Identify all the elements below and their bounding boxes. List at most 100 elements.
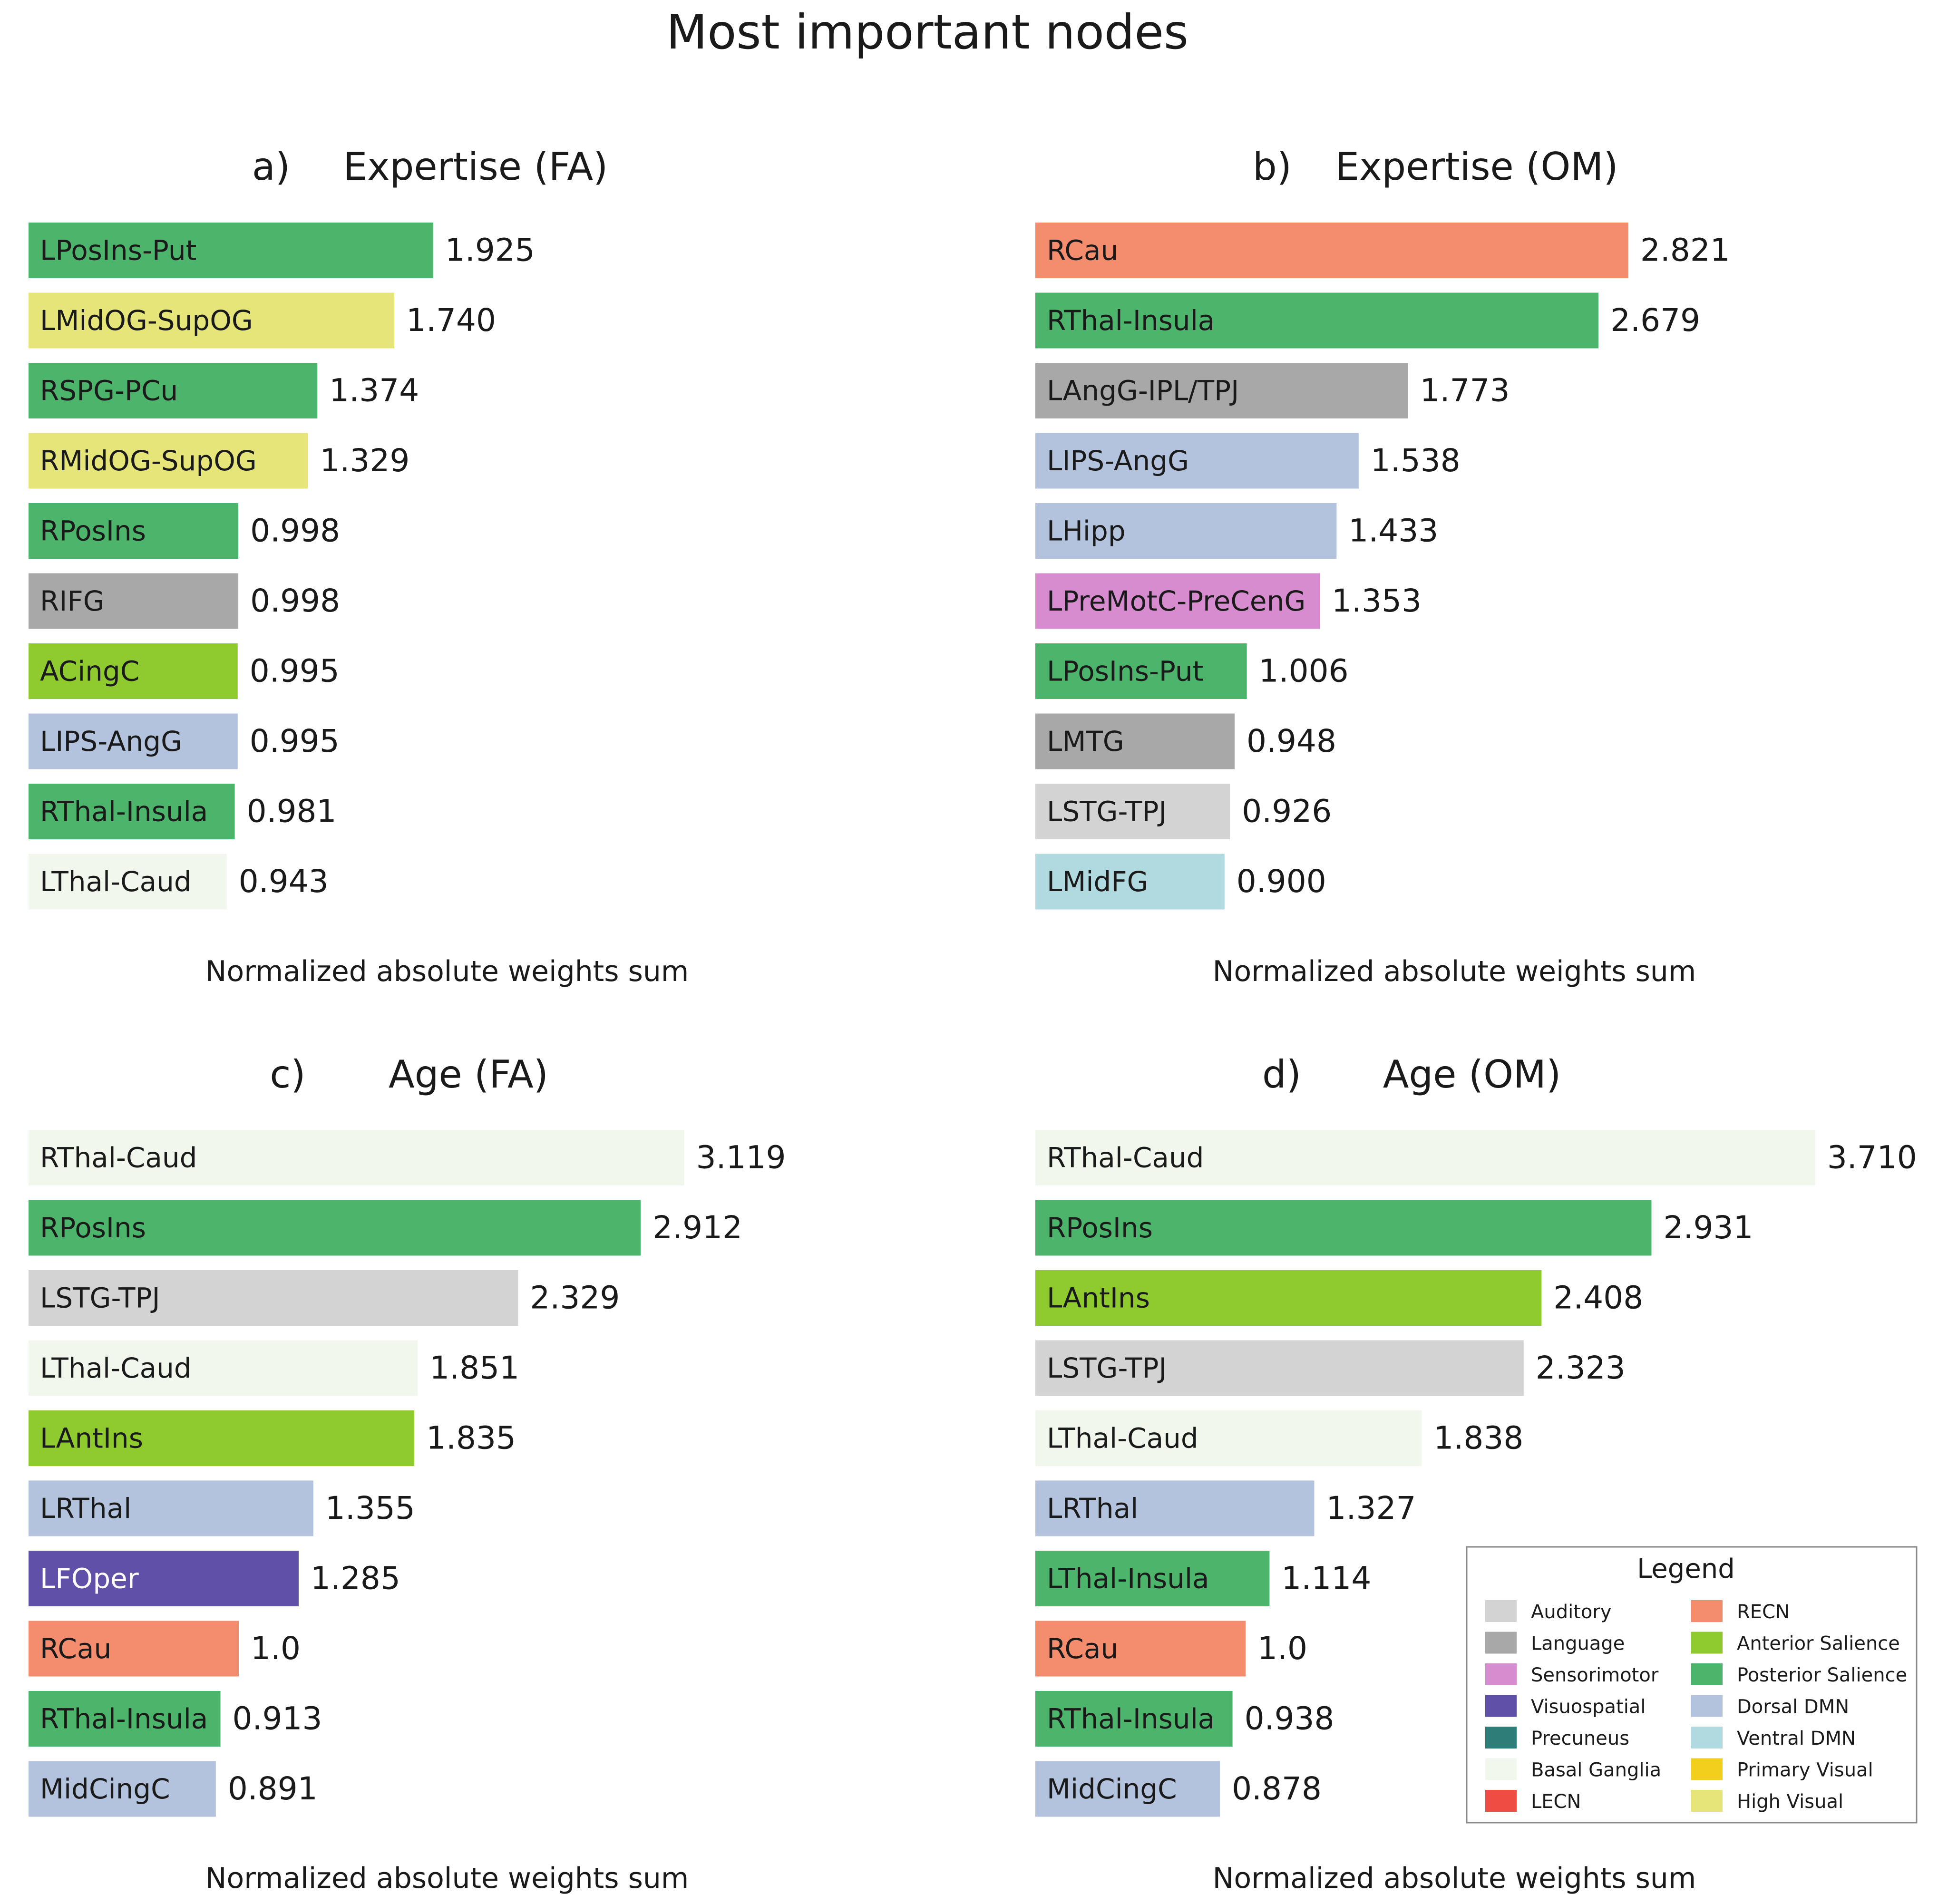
- bar: [1035, 1410, 1422, 1466]
- bar-value-label: 1.353: [1332, 583, 1422, 619]
- x-axis-label: Normalized absolute weights sum: [205, 1862, 689, 1895]
- legend-entry: Sensorimotor: [1485, 1663, 1659, 1686]
- bar-value-label: 1.851: [429, 1350, 519, 1386]
- bar-value-label: 1.0: [251, 1630, 301, 1667]
- bar-value-label: 0.995: [250, 723, 340, 759]
- bar: [29, 433, 308, 489]
- bar: [29, 1130, 684, 1185]
- bar-value-label: 0.943: [239, 863, 329, 900]
- panel-letter: b): [1253, 145, 1292, 189]
- bar: [29, 292, 395, 349]
- x-axis-label: Normalized absolute weights sum: [1213, 955, 1696, 988]
- bar: [1035, 784, 1230, 839]
- legend-entry: High Visual: [1691, 1790, 1843, 1813]
- figure-title: Most important nodes: [666, 4, 1188, 60]
- bar: [1035, 433, 1359, 489]
- x-axis-label: Normalized absolute weights sum: [1213, 1862, 1696, 1895]
- bar: [29, 573, 239, 629]
- bar: [29, 223, 433, 278]
- legend-swatch: [1691, 1695, 1723, 1717]
- bar-value-label: 0.913: [233, 1700, 322, 1737]
- bar-category-label: RThal-Insula: [1047, 304, 1215, 337]
- bar: [1035, 713, 1235, 769]
- bar-category-label: RThal-Insula: [40, 796, 208, 828]
- bar-category-label: LSTG-TPJ: [40, 1282, 160, 1314]
- bar-category-label: LThal-Caud: [1047, 1422, 1198, 1455]
- legend-swatch: [1485, 1727, 1517, 1749]
- bar-category-label: RThal-Caud: [40, 1142, 197, 1174]
- bar-category-label: LThal-Caud: [40, 1352, 192, 1384]
- legend-title: Legend: [1637, 1554, 1735, 1584]
- bar-category-label: LIPS-AngG: [1047, 445, 1189, 477]
- bar: [1035, 503, 1337, 559]
- bar: [29, 363, 318, 418]
- bar-value-label: 2.931: [1664, 1209, 1753, 1246]
- bar-category-label: LPreMotC-PreCenG: [1047, 585, 1305, 617]
- bar: [1035, 1691, 1233, 1747]
- bar: [29, 784, 235, 839]
- legend-swatch: [1691, 1632, 1723, 1654]
- legend-entry: Basal Ganglia: [1485, 1758, 1661, 1781]
- bar-category-label: LAntIns: [1047, 1282, 1150, 1314]
- bar-category-label: RThal-Insula: [1047, 1703, 1215, 1735]
- bar: [29, 1691, 221, 1747]
- bar: [1035, 1480, 1315, 1536]
- bar-category-label: RThal-Insula: [40, 1703, 208, 1735]
- bar-value-label: 0.948: [1247, 723, 1336, 759]
- bar-value-label: 0.891: [228, 1770, 318, 1807]
- bar-value-label: 1.114: [1281, 1560, 1371, 1597]
- bar-category-label: LPosIns-Put: [1047, 655, 1203, 688]
- bar-value-label: 2.408: [1553, 1280, 1643, 1316]
- legend-label: Auditory: [1531, 1601, 1612, 1623]
- legend-swatch: [1485, 1632, 1517, 1654]
- legend-label: Primary Visual: [1737, 1759, 1873, 1781]
- bar-value-label: 3.119: [696, 1139, 786, 1176]
- bar: [1035, 573, 1320, 629]
- bar-category-label: LMidFG: [1047, 865, 1149, 898]
- bar-value-label: 1.740: [406, 302, 496, 339]
- legend-label: High Visual: [1737, 1791, 1843, 1813]
- legend-label: LECN: [1531, 1791, 1581, 1813]
- bar: [1035, 1270, 1542, 1326]
- bar-category-label: RPosIns: [40, 1212, 146, 1244]
- legend-swatch: [1691, 1600, 1723, 1622]
- bar-category-label: LThal-Caud: [40, 865, 192, 898]
- legend-label: Visuospatial: [1531, 1696, 1646, 1718]
- bar: [29, 1551, 299, 1606]
- bar-value-label: 1.538: [1371, 442, 1461, 479]
- bar: [29, 713, 238, 769]
- bar-category-label: LRThal: [1047, 1492, 1138, 1525]
- bar-category-label: RIFG: [40, 585, 105, 617]
- bar-value-label: 2.329: [530, 1280, 620, 1316]
- legend-label: Precuneus: [1531, 1728, 1629, 1749]
- bar-value-label: 2.323: [1536, 1350, 1626, 1386]
- bar: [29, 503, 239, 559]
- legend-entry: LECN: [1485, 1790, 1581, 1813]
- legend-entry: Precuneus: [1485, 1727, 1629, 1749]
- bar-category-label: LMidOG-SupOG: [40, 304, 253, 337]
- bar-category-label: RMidOG-SupOG: [40, 445, 257, 477]
- bar: [29, 1200, 641, 1256]
- legend-label: Ventral DMN: [1737, 1728, 1856, 1749]
- bar: [1035, 643, 1247, 699]
- bar-category-label: LThal-Insula: [1047, 1563, 1209, 1595]
- bar-category-label: RCau: [1047, 1632, 1118, 1665]
- legend: Legend Auditory Language Sensorimotor Visuos…: [1466, 1546, 1918, 1824]
- chart-panel: d) Age (OM) RThal-Caud 3.710 RPosIns 2.931 LAn…: [1035, 1052, 1917, 1895]
- bar-value-label: 1.838: [1433, 1420, 1523, 1457]
- bar-value-label: 3.710: [1827, 1139, 1917, 1176]
- bar-category-label: LAntIns: [40, 1422, 143, 1455]
- bar-category-label: RSPG-PCu: [40, 375, 178, 407]
- bar-value-label: 1.355: [325, 1490, 415, 1526]
- legend-swatch: [1691, 1663, 1723, 1685]
- bar-value-label: 1.327: [1326, 1490, 1416, 1526]
- chart-panel: b) Expertise (OM) RCau 2.821 RThal-Insula 2.6…: [1035, 145, 1730, 988]
- legend-swatch: [1485, 1600, 1517, 1622]
- bar-category-label: LSTG-TPJ: [1047, 796, 1167, 828]
- legend-swatch: [1485, 1663, 1517, 1685]
- bar-value-label: 1.925: [445, 232, 535, 269]
- bar: [1035, 1130, 1815, 1185]
- bar-category-label: RPosIns: [1047, 1212, 1153, 1244]
- legend-entry: Ventral DMN: [1691, 1727, 1856, 1749]
